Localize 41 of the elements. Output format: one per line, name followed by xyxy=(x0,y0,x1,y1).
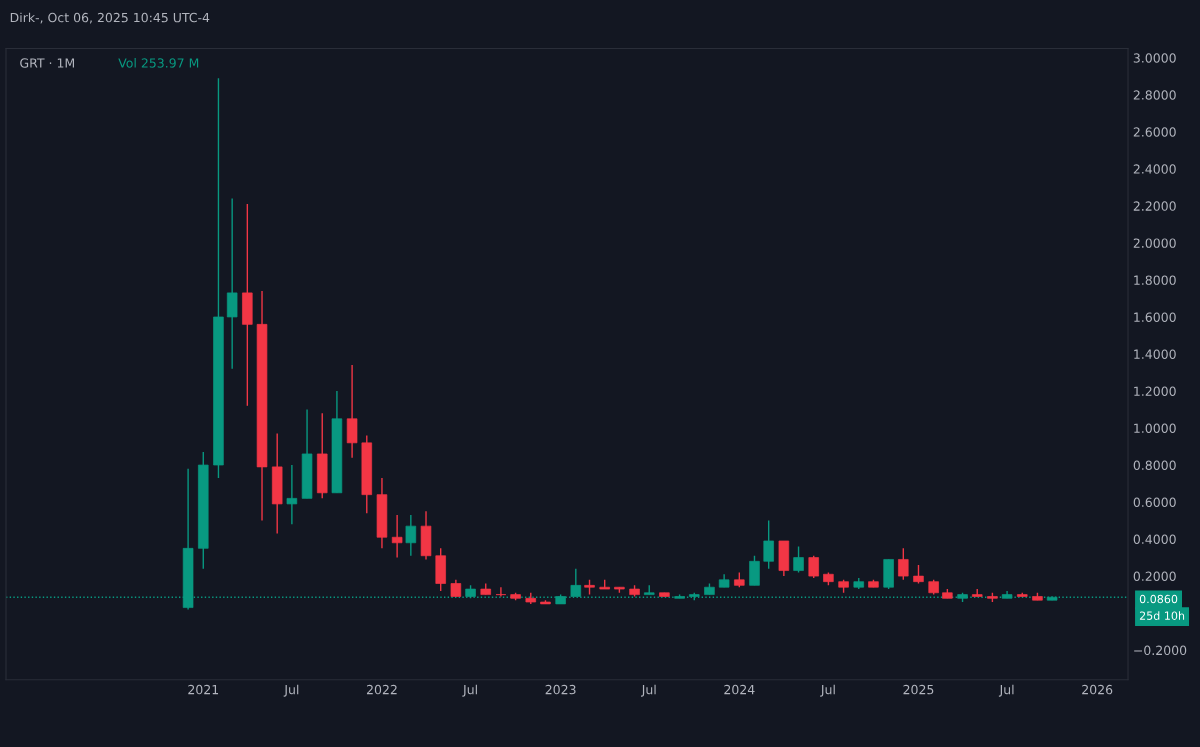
text: Dirk-, Oct 06, 2025 10:45 UTC-4 xyxy=(10,12,210,24)
y-tick-label: 1.4000 xyxy=(1134,349,1176,359)
x-tick-label: Jul xyxy=(462,684,477,697)
candlestick xyxy=(405,514,417,557)
ref-line-label: 0.0860 xyxy=(1139,594,1178,604)
y-tick-label: 1.0000 xyxy=(1134,423,1176,433)
y-tick-label: 0.2000 xyxy=(1133,571,1176,582)
candlestick xyxy=(286,464,298,525)
x-tick-label: Jul xyxy=(641,684,656,697)
y-tick-label: 0.6000 xyxy=(1133,497,1176,507)
y-tick-label: 2.4000 xyxy=(1133,164,1176,174)
candlestick xyxy=(763,519,774,570)
y-tick-label: 1.6000 xyxy=(1134,312,1176,322)
y-tick-label: 0.4000 xyxy=(1133,534,1176,545)
x-tick-label: Jul xyxy=(283,684,299,697)
candlestick xyxy=(808,555,819,579)
y-tick-label: 2.0000 xyxy=(1133,238,1176,248)
x-tick-label: Jul xyxy=(820,684,835,697)
x-tick-label: 2024 xyxy=(724,684,755,695)
y-tick-label: −0.2000 xyxy=(1134,645,1187,656)
text: 25d 10h xyxy=(1139,611,1185,620)
x-tick-label: 2022 xyxy=(366,684,397,695)
x-tick-label: 2021 xyxy=(188,684,219,695)
y-tick-label: 2.8000 xyxy=(1133,90,1176,100)
y-tick-label: 3.0000 xyxy=(1133,53,1176,63)
y-tick-label: 2.6000 xyxy=(1133,127,1176,137)
y-tick-label: 2.2000 xyxy=(1133,201,1176,211)
y-tick-label: 1.2000 xyxy=(1134,386,1176,396)
y-tick-label: 1.8000 xyxy=(1134,275,1176,285)
candlestick xyxy=(913,564,924,585)
annotation: Vol 253.97 M xyxy=(118,58,199,68)
y-tick-label: 0.8000 xyxy=(1133,460,1176,470)
candlestick xyxy=(495,586,507,598)
x-tick-label: Jul xyxy=(998,684,1014,697)
candlestick xyxy=(391,514,403,559)
candlestick xyxy=(793,545,804,574)
text: GRT · 1M xyxy=(20,58,74,68)
x-tick-label: 2025 xyxy=(903,684,934,695)
x-tick-label: 2023 xyxy=(545,684,576,695)
candlestick xyxy=(898,547,909,581)
x-tick-label: 2026 xyxy=(1082,684,1113,695)
